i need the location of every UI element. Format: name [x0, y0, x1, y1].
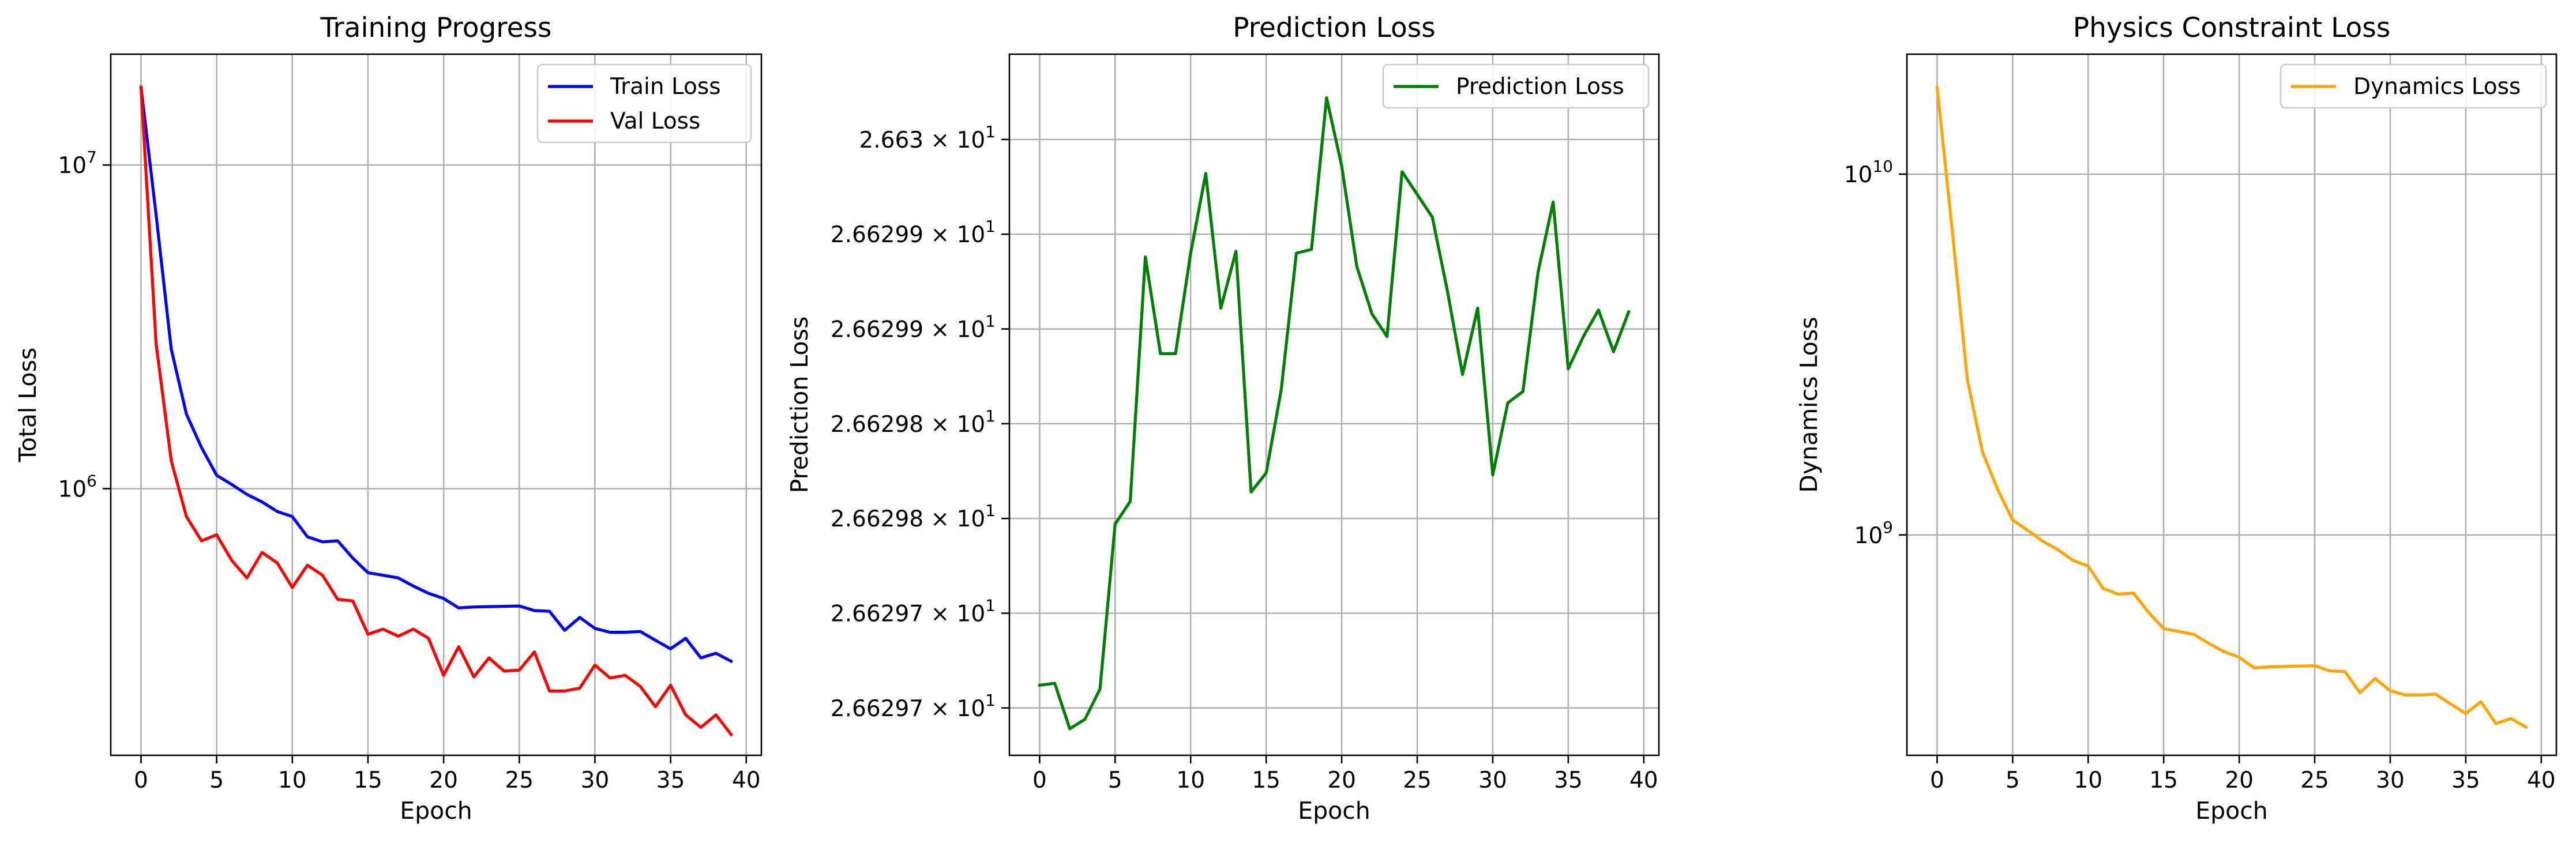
legend-box: [2280, 63, 2547, 109]
x-axis-label: Epoch: [1298, 797, 1370, 825]
axes-frame: [110, 53, 763, 756]
y-tick-label: 1010: [1844, 157, 1893, 188]
legend-label: Val Loss: [610, 108, 700, 134]
x-tick-label: 30: [581, 767, 610, 793]
x-axis-label: Epoch: [2195, 797, 2268, 825]
legend-box: [1382, 63, 1650, 109]
x-tick-label: 10: [278, 767, 307, 793]
chart-title: Prediction Loss: [1233, 12, 1436, 44]
x-tick-label: 30: [1478, 767, 1507, 793]
x-tick-label: 35: [2451, 767, 2480, 793]
legend: Prediction Loss: [1382, 63, 1650, 109]
y-tick-label: 2.663 × 101: [859, 122, 996, 153]
x-tick-label: 40: [732, 767, 761, 793]
x-tick-label: 5: [1108, 767, 1122, 793]
x-tick-label: 5: [209, 767, 224, 793]
series-line-train-loss: [139, 85, 734, 664]
chart-title: Training Progress: [320, 12, 552, 44]
y-tick-label: 2.66298 × 101: [831, 406, 996, 438]
legend-box: [536, 63, 752, 144]
chart-panel-3: 0 5 10 15 20 25 30 35 40 109 1010 Physics Constrain…: [1795, 12, 2558, 825]
legend: Dynamics Loss: [2280, 63, 2547, 109]
x-tick-label: 15: [2149, 767, 2178, 793]
y-tick-label: 2.66297 × 101: [831, 596, 996, 627]
x-tick-label: 5: [2006, 767, 2020, 793]
x-tick-label: 0: [134, 767, 148, 793]
legend-label: Prediction Loss: [1456, 74, 1624, 100]
x-tick-label: 20: [1327, 767, 1356, 793]
y-axis-label: Prediction Loss: [786, 317, 813, 494]
y-tick-label: 109: [1854, 518, 1893, 549]
x-tick-label: 0: [1032, 767, 1047, 793]
y-axis-label: Total Loss: [14, 348, 42, 463]
x-tick-label: 20: [2225, 767, 2254, 793]
y-tick-label: 2.66299 × 101: [831, 312, 996, 343]
y-tick-label: 107: [58, 148, 97, 179]
x-tick-label: 10: [1176, 767, 1205, 793]
x-tick-label: 25: [1403, 767, 1432, 793]
series-line-val-loss: [139, 85, 734, 737]
y-tick-label: 2.66298 × 101: [831, 501, 996, 532]
y-tick-label: 2.66297 × 101: [831, 691, 996, 722]
x-tick-label: 15: [354, 767, 382, 793]
x-tick-label: 35: [656, 767, 685, 793]
x-tick-label: 0: [1930, 767, 1944, 793]
series-line-dynamics-loss: [1935, 85, 2529, 729]
x-tick-label: 40: [2527, 767, 2556, 793]
x-tick-label: 25: [2300, 767, 2329, 793]
axes-frame: [1906, 53, 2558, 756]
legend-label: Dynamics Loss: [2353, 74, 2521, 100]
chart-panel-1: 0 5 10 15 20 25 30 35 40 106 107 Training Progress E…: [14, 12, 763, 825]
y-axis-label: Dynamics Loss: [1795, 317, 1823, 492]
x-tick-label: 35: [1554, 767, 1583, 793]
legend-label: Train Loss: [610, 74, 721, 100]
chart-title: Physics Constraint Loss: [2073, 12, 2390, 44]
x-tick-label: 15: [1252, 767, 1281, 793]
y-tick-label: 106: [58, 472, 97, 503]
x-tick-label: 10: [2074, 767, 2102, 793]
legend: Train Loss Val Loss: [536, 63, 752, 144]
x-tick-label: 25: [505, 767, 534, 793]
x-tick-label: 20: [429, 767, 458, 793]
axes-frame: [1008, 53, 1660, 756]
x-tick-label: 30: [2376, 767, 2405, 793]
chart-panel-2: 0 5 10 15 20 25 30 35 40 2.66297 × 101 2.66297 × 1…: [786, 12, 1660, 825]
y-tick-label: 2.66299 × 101: [831, 217, 996, 248]
series-line-prediction-loss: [1038, 96, 1631, 731]
x-axis-label: Epoch: [400, 797, 472, 825]
x-tick-label: 40: [1629, 767, 1658, 793]
